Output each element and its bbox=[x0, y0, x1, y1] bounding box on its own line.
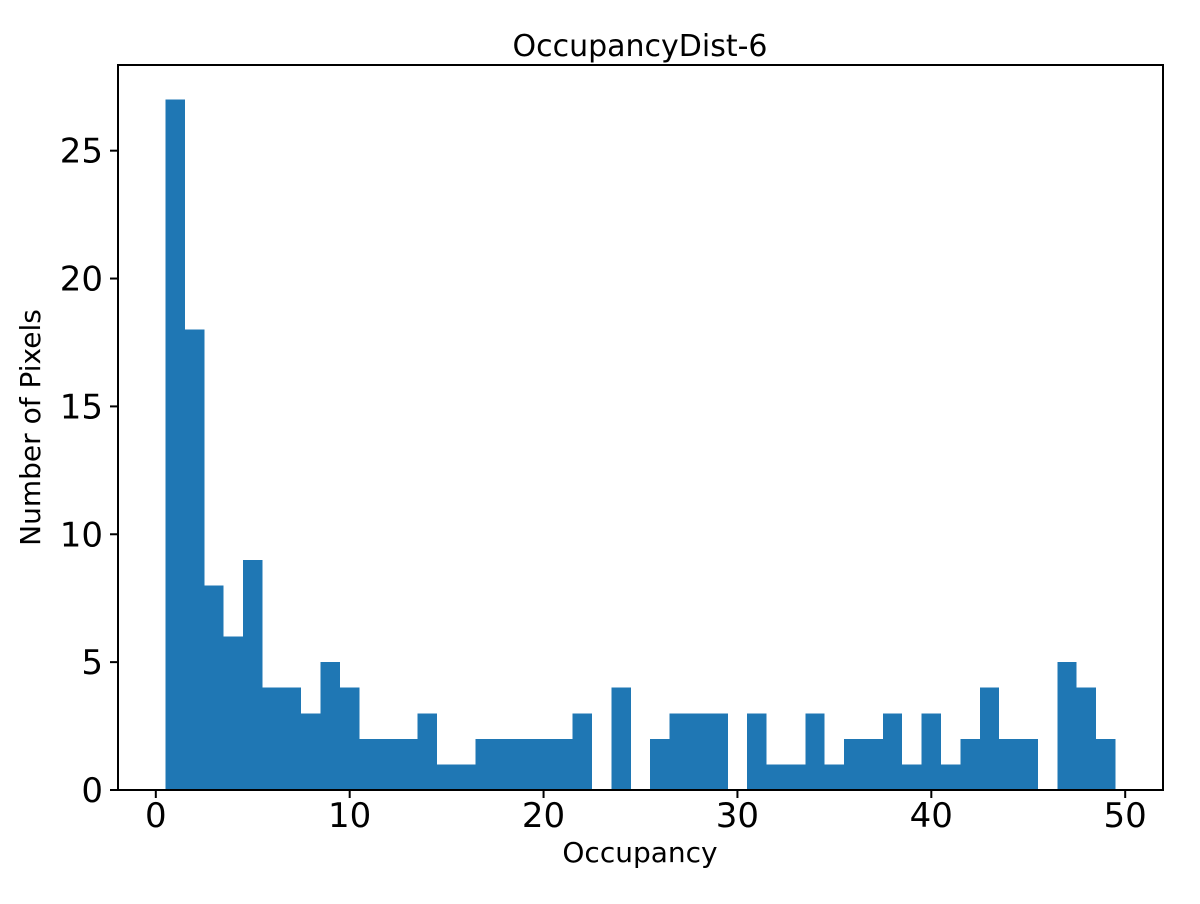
histogram-bar bbox=[688, 713, 709, 790]
x-axis-label: Occupancy bbox=[562, 836, 717, 869]
histogram-bar bbox=[882, 713, 903, 790]
histogram-bar bbox=[921, 713, 942, 790]
histogram-bar bbox=[844, 738, 864, 790]
histogram-bar bbox=[281, 687, 302, 790]
histogram-bar bbox=[223, 636, 244, 790]
y-axis-label: Number of Pixels bbox=[14, 309, 47, 546]
histogram-bar bbox=[359, 738, 379, 790]
histogram-bar bbox=[611, 687, 631, 790]
histogram-bar bbox=[960, 738, 980, 790]
chart-title: OccupancyDist-6 bbox=[512, 29, 767, 64]
x-axis-ticks: 0 10 20 30 40 50 bbox=[145, 790, 1147, 836]
histogram-bar bbox=[863, 738, 883, 790]
histogram-bar bbox=[339, 687, 360, 790]
histogram-bar bbox=[1057, 662, 1077, 790]
histogram-bar bbox=[979, 687, 1000, 790]
histogram-bar bbox=[456, 764, 476, 790]
x-tick-label: 30 bbox=[716, 796, 759, 836]
histogram-bar bbox=[514, 738, 534, 790]
histogram-bar bbox=[708, 713, 728, 790]
histogram-bar bbox=[941, 764, 961, 790]
histogram-bar bbox=[243, 559, 263, 790]
histogram-bar bbox=[398, 738, 418, 790]
histogram-bar bbox=[475, 738, 496, 790]
x-tick-label: 40 bbox=[910, 796, 953, 836]
y-tick-label: 5 bbox=[81, 643, 103, 683]
x-tick-label: 50 bbox=[1104, 796, 1147, 836]
histogram-bar bbox=[902, 764, 922, 790]
histogram-bar bbox=[378, 738, 399, 790]
histogram-bar bbox=[301, 713, 321, 790]
x-tick-label: 20 bbox=[522, 796, 565, 836]
bars-group bbox=[165, 99, 1116, 790]
histogram-bar bbox=[572, 713, 593, 790]
histogram-bar bbox=[1076, 687, 1097, 790]
y-tick-label: 10 bbox=[60, 515, 103, 555]
histogram-bar bbox=[320, 662, 340, 790]
histogram-bar bbox=[165, 99, 185, 790]
y-tick-label: 15 bbox=[60, 387, 103, 427]
histogram-bar bbox=[262, 687, 282, 790]
histogram-bar bbox=[1096, 738, 1116, 790]
y-tick-label: 0 bbox=[81, 771, 103, 811]
plot-border bbox=[117, 64, 1164, 791]
histogram-bar bbox=[766, 764, 786, 790]
histogram-bar bbox=[184, 329, 205, 790]
histogram-bar bbox=[669, 713, 689, 790]
histogram-bar bbox=[747, 713, 767, 790]
histogram-bar bbox=[495, 738, 515, 790]
histogram-bar bbox=[785, 764, 806, 790]
y-tick-label: 25 bbox=[60, 132, 103, 172]
histogram-bar bbox=[805, 713, 825, 790]
histogram-bar bbox=[999, 738, 1019, 790]
histogram-bar bbox=[417, 713, 437, 790]
histogram-bar bbox=[1018, 738, 1038, 790]
histogram-bar bbox=[824, 764, 845, 790]
x-tick-label: 10 bbox=[328, 796, 371, 836]
histogram-bar bbox=[650, 738, 670, 790]
histogram-bar bbox=[436, 764, 457, 790]
histogram-bar bbox=[553, 738, 573, 790]
histogram-bar bbox=[533, 738, 554, 790]
y-axis-ticks: 0 5 10 15 20 25 bbox=[60, 132, 118, 811]
y-tick-label: 20 bbox=[60, 260, 103, 300]
histogram-bar bbox=[204, 585, 224, 790]
x-tick-label: 0 bbox=[145, 796, 167, 836]
